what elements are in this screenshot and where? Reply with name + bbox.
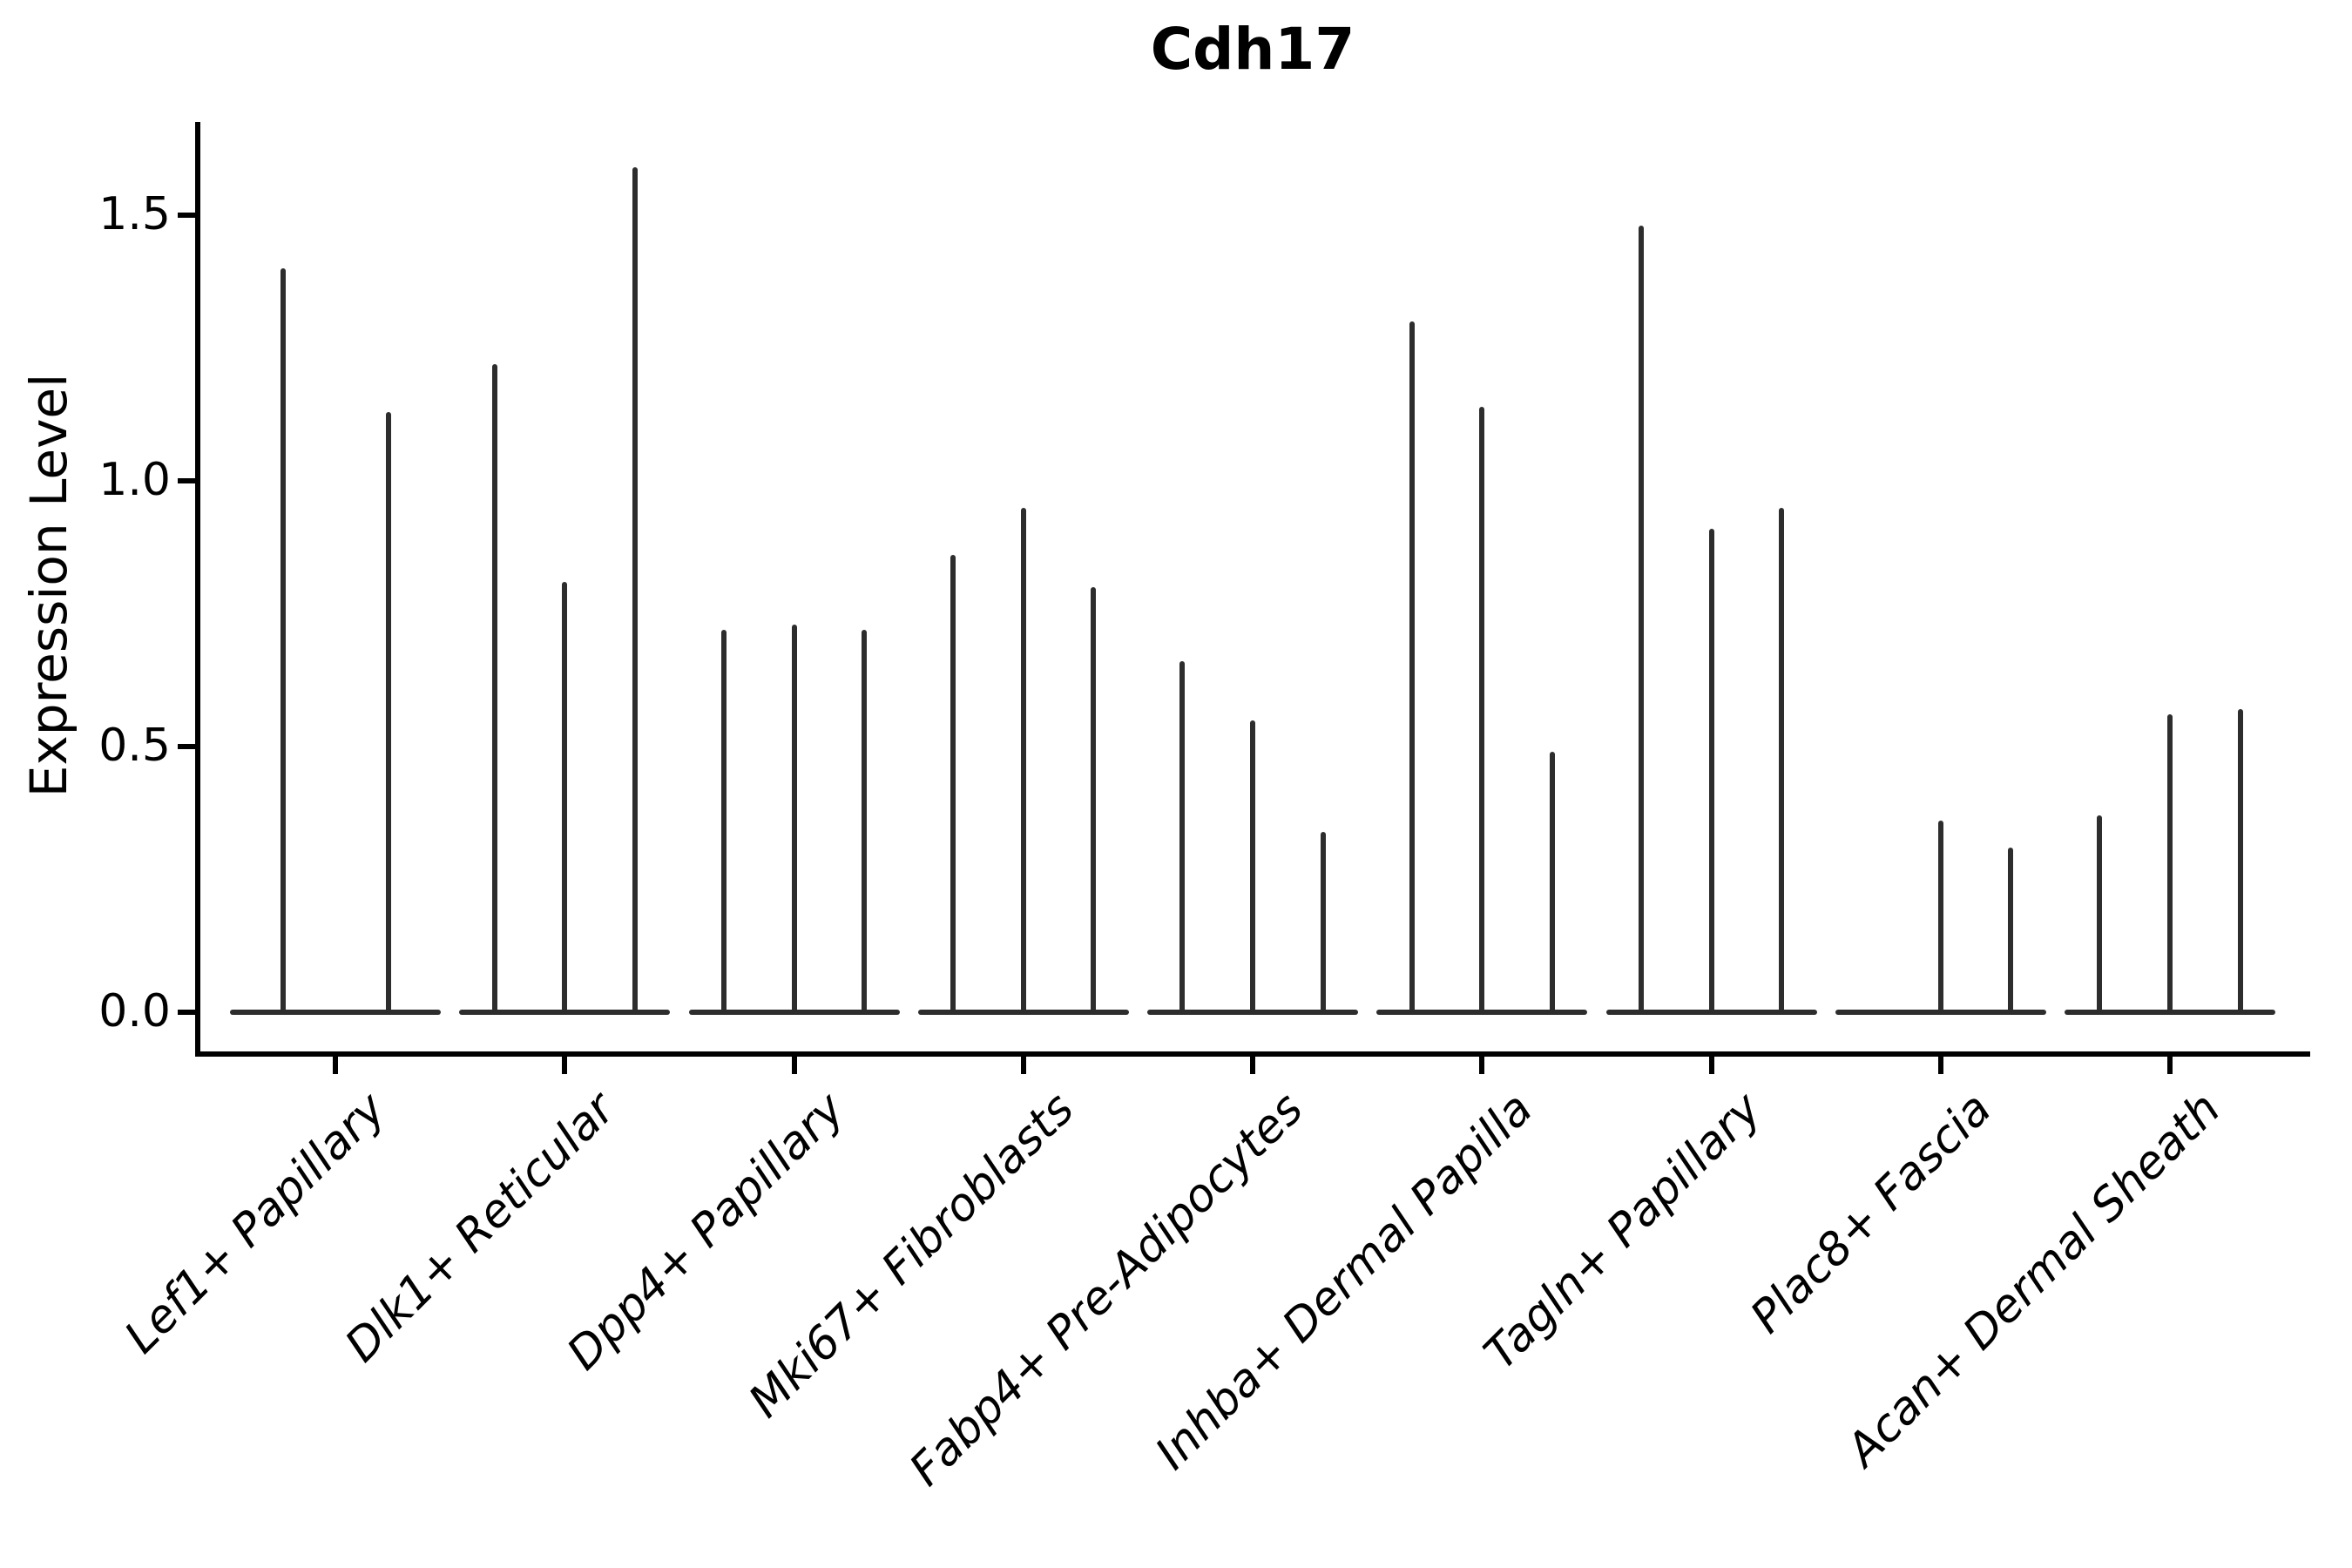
violin-spike [2237,709,2243,1015]
x-tick-mark [2167,1057,2173,1074]
x-tick-mark [1020,1057,1026,1074]
violin-spike [1779,507,1785,1015]
x-axis-spine [195,1051,2310,1057]
x-tick-mark [333,1057,338,1074]
x-tick-mark [1708,1057,1714,1074]
x-tick-mark [562,1057,568,1074]
y-tick-label: 1.5 [98,187,171,240]
violin-spike [1091,587,1097,1015]
chart-title: Cdh17 [1150,16,1355,83]
violin-spike [2167,714,2173,1015]
x-tick-label: Fabp4+ Pre-Adipocytes [899,1083,1314,1497]
x-tick-label: Inhba+ Dermal Papilla [1145,1083,1543,1480]
violin-spike [1409,321,1415,1015]
violin-spike [2097,815,2103,1015]
y-axis-label: Expression Level [19,373,78,798]
violin-spike [1708,528,1714,1015]
y-tick-mark [178,213,195,218]
violin-spike [385,411,391,1015]
y-tick-label: 1.0 [98,453,171,506]
violin-spike [1320,831,1326,1015]
violin-spike [1479,406,1485,1015]
violin-spike [280,268,286,1015]
y-tick-mark [178,1010,195,1015]
y-axis-spine [195,122,200,1057]
x-tick-mark [1937,1057,1943,1074]
violin-spike [720,629,727,1015]
violin-spike [862,629,868,1015]
violin-spike [491,363,497,1015]
x-tick-label: Acan+ Dermal Sheath [1836,1083,2231,1477]
y-tick-mark [178,478,195,483]
violin-spike [1250,720,1255,1015]
violin-spike [791,624,797,1015]
y-tick-label: 0.0 [98,984,171,1037]
violin-spike [1937,821,1943,1015]
y-tick-label: 0.5 [98,719,171,772]
violin-spike [950,555,956,1015]
violin-spike [1020,507,1026,1015]
y-tick-mark [178,744,195,749]
violin-spike [562,581,568,1015]
x-tick-mark [1479,1057,1485,1074]
x-tick-mark [1250,1057,1255,1074]
violin-spike [632,167,638,1015]
violin-spike [1638,226,1644,1015]
violin-spike [1179,661,1186,1015]
x-tick-mark [791,1057,797,1074]
violin-baseline [230,1010,441,1015]
violin-spike [1549,752,1555,1015]
violin-spike [2008,847,2014,1015]
x-tick-label: Plac8+ Fascia [1740,1083,2002,1344]
